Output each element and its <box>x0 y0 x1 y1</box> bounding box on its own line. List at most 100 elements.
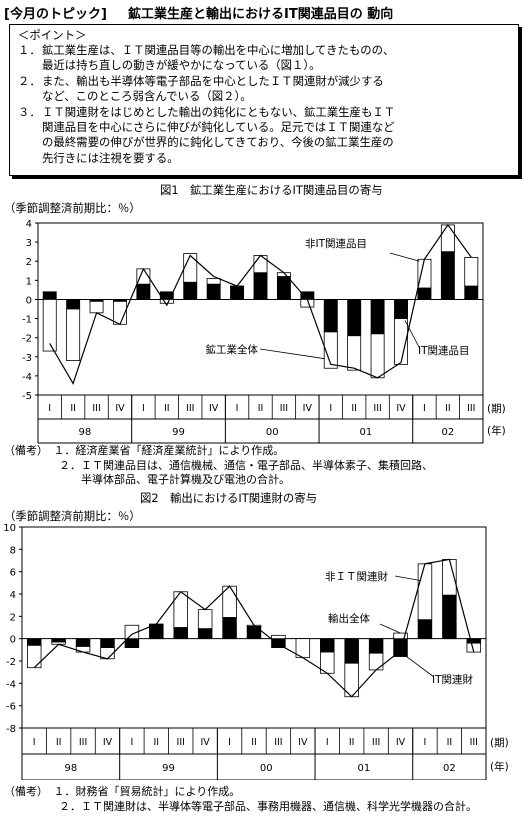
point-line: また、輸出も半導体等電子部品を中心としたＩＴ関連財が減少する <box>42 74 384 88</box>
it-bar <box>75 638 91 647</box>
non-it-bar <box>417 258 432 289</box>
point-line: 鉱工業生産は、ＩＴ関連品目等の輸出を中心に増加してきたものの、 <box>42 43 395 57</box>
non-it-bar <box>26 644 42 669</box>
it-bar <box>222 617 237 640</box>
year-label: 02 <box>442 427 455 438</box>
year-label: 99 <box>162 763 175 774</box>
quarter-label: I <box>326 737 329 748</box>
quarter-label: II <box>351 403 357 414</box>
it-bar <box>368 638 384 654</box>
page-header: [今月のトピック] 鉱工業生産と輸出におけるIT関連品目の 動向 <box>4 3 526 22</box>
non-it-bar <box>42 299 57 352</box>
non-it-bar <box>271 634 286 640</box>
quarter-label: IV <box>396 403 406 414</box>
y-tick-label: -6 <box>6 702 16 713</box>
non-it-bar <box>440 224 455 253</box>
y-tick-label: -2 <box>22 334 32 345</box>
annotation-label: 非IT関連品目 <box>305 237 367 250</box>
fig1-title: 図1 鉱工業生産におけるIT関連品目の寄与 <box>160 183 383 197</box>
non-it-bar <box>183 253 198 283</box>
it-bar <box>276 276 291 300</box>
fig2-note: （備考） １．財務省「貿易統計」により作成。 <box>4 785 241 798</box>
it-bar <box>173 627 188 640</box>
quarter-label: III <box>280 403 288 414</box>
quarter-label: IV <box>298 737 308 748</box>
year-label: 01 <box>358 763 371 774</box>
point-number: １． <box>18 43 41 57</box>
year-label: 01 <box>360 427 373 438</box>
quarter-label: I <box>424 737 427 748</box>
quarter-label: II <box>349 737 355 748</box>
fig1-unit-label: （季節調整済前期比：％） <box>4 201 141 215</box>
y-tick-label: 1 <box>26 276 32 287</box>
it-bar <box>300 291 315 300</box>
points-heading: ＜ポイント＞ <box>18 28 87 42</box>
non-it-bar <box>368 652 384 671</box>
quarter-label: II <box>70 403 76 414</box>
y-tick-label: 0 <box>10 635 16 646</box>
point-line: 最近は持ち直しの動きが緩やかになっている（図１）。 <box>42 58 321 73</box>
y-tick-label: 4 <box>10 590 16 601</box>
y-tick-label: -4 <box>6 679 16 690</box>
it-bar <box>320 638 335 653</box>
fig2-title: 図2 輸出におけるIT関連財の寄与 <box>140 491 318 505</box>
non-it-bar <box>75 646 91 653</box>
it-bar <box>464 285 479 300</box>
y-tick-label: 2 <box>26 257 32 268</box>
point-line: 関連品目を中心にさらに伸びが鈍化している。足元ではＩＴ関連など <box>42 120 395 135</box>
it-bar <box>183 281 198 300</box>
quarter-label: I <box>329 403 332 414</box>
quarter-label: III <box>186 403 194 414</box>
annotation-leader <box>404 320 421 350</box>
point-line: ＩＴ関連財をはじめとした輸出の鈍化にともない、鉱工業生産もＩＴ <box>42 105 396 119</box>
y-tick-label: 0 <box>26 295 32 306</box>
plot-frame <box>21 526 487 729</box>
it-bar <box>51 638 66 643</box>
fig1-note: ２．ＩＴ関連品目は、通信機械、通信・電子部品、半導体素子、集積回路、 <box>4 458 433 472</box>
year-label: 00 <box>260 763 273 774</box>
point-number: ３． <box>18 105 41 119</box>
annotation-label: IT関連財 <box>432 673 474 686</box>
quarter-label: IV <box>303 403 313 414</box>
it-bar <box>100 638 115 648</box>
y-tick-label: -4 <box>22 372 32 383</box>
fig1-note: 半導体部品、電子計算機及び電池の合計。 <box>4 473 290 486</box>
it-bar <box>42 291 57 300</box>
annotation-label: 鉱工業全体 <box>206 343 259 356</box>
quarter-label: II <box>251 737 257 748</box>
year-label: 00 <box>266 427 279 438</box>
it-bar <box>253 272 268 300</box>
quarter-label: I <box>130 737 133 748</box>
y-tick-label: 10 <box>3 523 16 534</box>
year-label: 98 <box>64 763 77 774</box>
it-bar <box>370 299 385 335</box>
year-label: 99 <box>172 427 185 438</box>
y-tick-label: -8 <box>6 724 16 735</box>
year-axis-label: (年) <box>487 424 506 437</box>
y-tick-label: -3 <box>22 353 32 364</box>
quarter-label: II <box>154 737 160 748</box>
total-line <box>33 558 475 698</box>
y-tick-label: 6 <box>10 568 16 579</box>
it-bar <box>136 283 151 300</box>
it-bar <box>394 299 408 319</box>
non-it-bar <box>197 609 213 630</box>
page-title: 鉱工業生産と輸出におけるIT関連品目の 動向 <box>128 7 394 22</box>
y-tick-label: -5 <box>22 391 32 402</box>
year-label: 02 <box>443 763 456 774</box>
quarter-label: II <box>164 403 170 414</box>
non-it-bar <box>253 255 268 274</box>
it-bar <box>440 251 455 300</box>
it-bar <box>347 299 362 337</box>
quarter-label: IV <box>115 403 125 414</box>
it-bar <box>26 638 42 646</box>
quarter-label: III <box>467 403 475 414</box>
annotation-label: 非ＩＴ関連財 <box>325 570 388 583</box>
quarter-label: II <box>258 403 264 414</box>
annotation-label: 輸出全体 <box>328 612 370 625</box>
it-bar <box>442 594 457 640</box>
quarter-label: I <box>142 403 145 414</box>
y-tick-label: 3 <box>26 238 32 249</box>
quarter-label: II <box>56 737 62 748</box>
it-bar <box>323 299 338 333</box>
